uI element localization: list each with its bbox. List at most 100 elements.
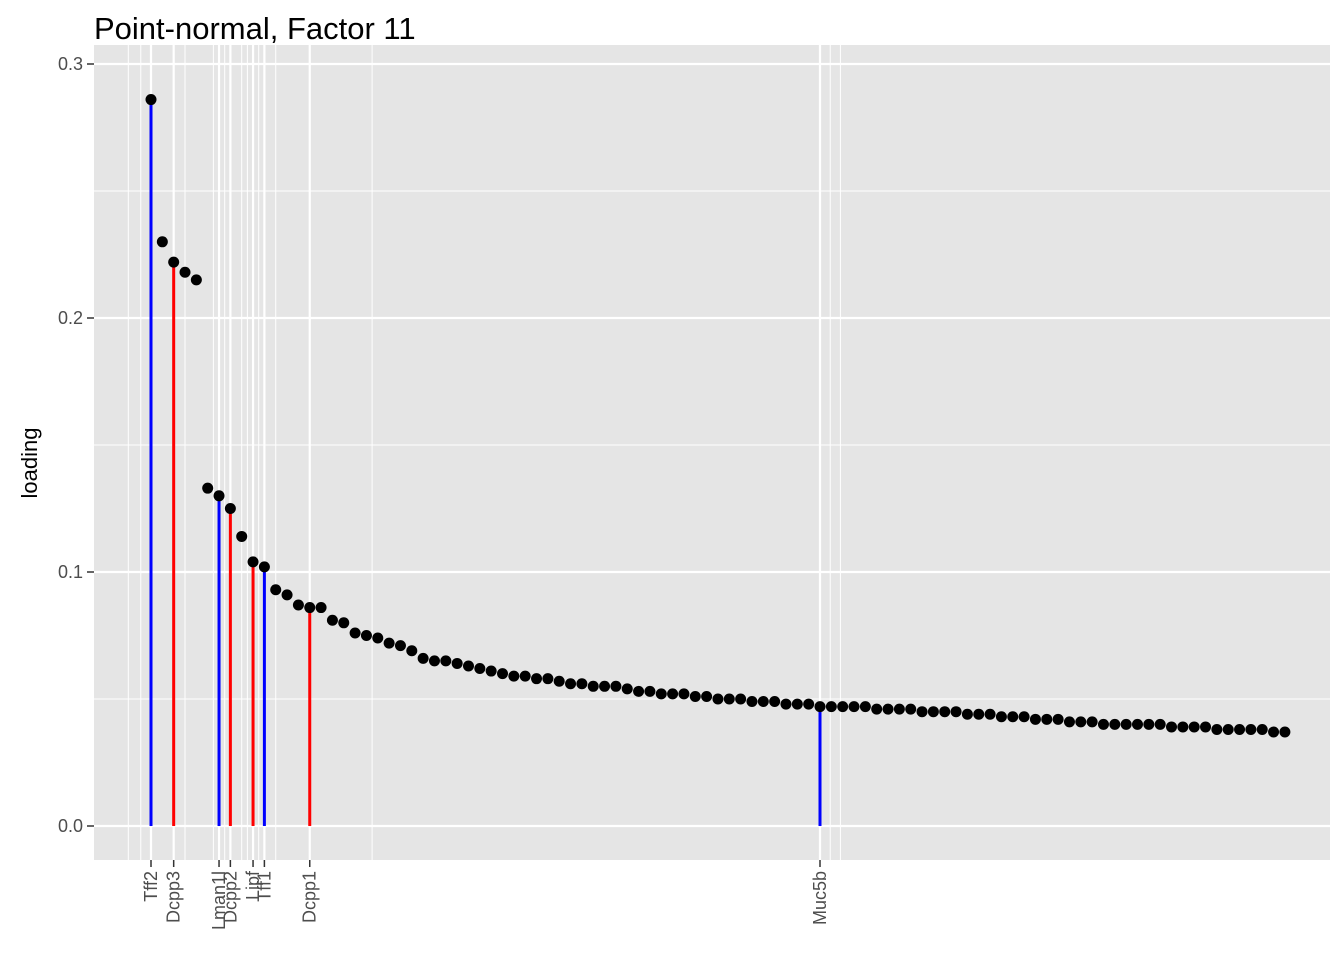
data-point [735,693,747,705]
data-point [372,632,384,644]
data-point [1222,723,1234,735]
data-point [576,678,588,690]
data-point [451,657,463,669]
data-point [1131,718,1143,730]
data-point [995,711,1007,723]
data-point [315,602,327,614]
data-point [1154,718,1166,730]
data-point [497,668,509,680]
data-point [1109,718,1121,730]
data-point [814,701,826,713]
y-tick-label: 0.0 [58,816,83,836]
data-point [224,503,236,514]
y-tick-label: 0.3 [58,54,83,74]
data-point [961,708,973,720]
data-point [428,655,440,667]
data-point [1029,713,1041,725]
x-tick-label-lman1l: Lman1l [209,871,229,930]
data-point [1097,718,1109,730]
data-point [689,690,701,702]
data-point [360,630,372,641]
data-point [304,602,316,614]
data-point [326,614,338,626]
data-point [610,680,622,692]
data-point [258,561,270,573]
data-point [1200,721,1212,733]
data-point [1166,721,1178,733]
data-point [1256,723,1268,735]
data-point [1041,713,1053,725]
data-point [190,274,202,286]
data-point [1052,713,1064,725]
data-point [1063,716,1075,728]
data-point [927,706,939,718]
data-point [338,617,350,629]
data-point [281,589,293,601]
data-point [633,685,645,697]
data-point [213,490,225,502]
data-point [531,673,543,685]
data-point [394,640,406,652]
data-point [349,627,361,639]
stem-lines [149,99,822,826]
x-tick-label-dcpp1: Dcpp1 [300,871,320,923]
data-point [1211,723,1223,735]
data-point [485,665,497,677]
y-tick-label: 0.1 [58,562,83,582]
x-tick-label-tff2: Tff2 [141,871,161,902]
data-point [1234,723,1246,735]
data-point [1188,721,1200,733]
data-point [236,530,248,542]
data-point [859,701,871,713]
data-point [1120,718,1132,730]
x-tick-label-tff1: Tff1 [254,871,274,902]
data-point [599,680,611,692]
data-point [1143,718,1155,730]
data-point [508,670,520,682]
data-point [168,256,180,268]
data-point [565,678,577,690]
data-point [939,706,951,718]
data-point [973,708,985,720]
data-point [723,693,735,705]
data-point [678,688,690,700]
data-point [667,688,679,700]
data-point [746,696,758,708]
data-point [145,94,157,106]
data-point [292,599,304,611]
plot-panel [94,45,1330,860]
y-axis-label: loading [17,428,42,499]
data-point [462,660,474,672]
data-point [791,698,803,710]
data-point [837,701,849,713]
data-point [655,688,667,700]
data-point [474,663,486,675]
data-point [587,680,599,692]
data-point [1086,716,1098,728]
data-points [145,94,1291,738]
data-point [950,706,962,718]
data-point [871,703,883,715]
x-tick-label-dcpp2: Dcpp2 [220,871,240,923]
data-point [383,637,395,649]
data-point [1268,726,1280,738]
y-axis: 0.0 0.1 0.2 0.3 [58,54,94,836]
data-point [905,703,917,715]
data-point [1075,716,1087,728]
data-point [1018,711,1030,723]
x-tick-label-muc5b: Muc5b [810,871,830,925]
data-point [519,670,531,682]
data-point [916,706,928,718]
x-tick-label-dcpp3: Dcpp3 [164,871,184,923]
y-tick-label: 0.2 [58,308,83,328]
data-point [179,266,191,278]
x-tick-label-lipf: Lipf [243,870,263,900]
chart-title: Point-normal, Factor 11 [94,11,416,46]
data-point [1245,723,1257,735]
data-point [1007,711,1019,723]
data-point [712,693,724,705]
data-point [893,703,905,715]
data-point [848,701,860,713]
data-point [440,655,452,667]
